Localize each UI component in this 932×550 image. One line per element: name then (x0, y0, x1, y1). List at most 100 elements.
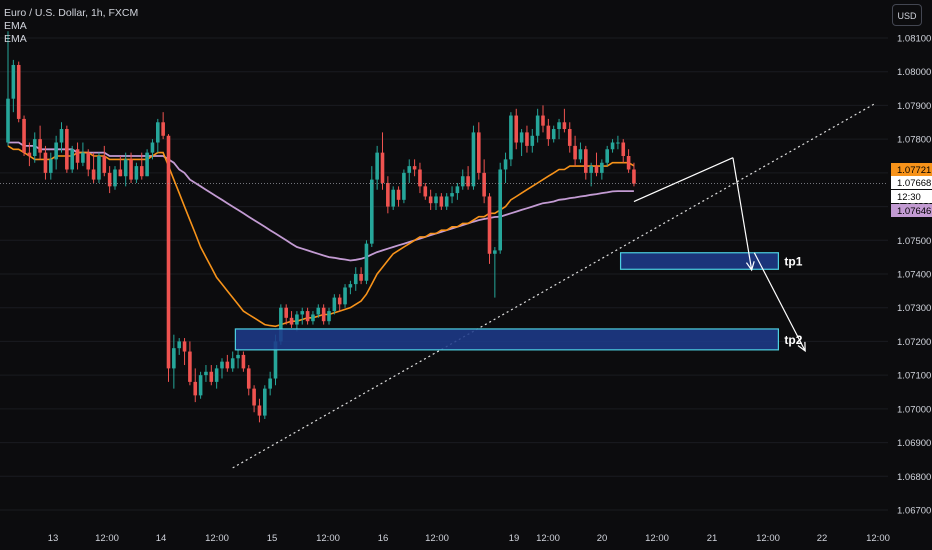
ema-legend-slow[interactable]: EMA (4, 33, 27, 45)
candle-up (214, 365, 219, 389)
candle-body (295, 314, 299, 325)
candle-body (289, 317, 294, 325)
price-label-text: 1.07668 (897, 178, 931, 189)
candle-body (332, 297, 337, 312)
candle-body (97, 156, 101, 180)
target-arrow[interactable] (732, 157, 755, 272)
candle-down (193, 368, 198, 403)
candle-up (54, 135, 58, 170)
candle-body (102, 156, 107, 173)
candle-body (525, 132, 529, 146)
price-tick-label: 1.07900 (897, 101, 931, 112)
candle-body (177, 341, 181, 349)
candle-up (316, 304, 321, 318)
candle-body (268, 378, 272, 389)
candle-body (16, 64, 21, 119)
candle-body (257, 405, 262, 416)
candle-body (370, 179, 374, 244)
candle-up (610, 139, 615, 153)
candle-body (605, 149, 609, 163)
candle-down (632, 162, 636, 187)
time-tick-label: 20 (597, 533, 608, 544)
candle-down (396, 186, 401, 207)
candle-up (172, 334, 176, 389)
candle-up (348, 280, 353, 295)
candle-body (236, 354, 240, 359)
candle-up (220, 358, 224, 379)
price-tick-label: 1.07000 (897, 404, 931, 415)
candle-body (38, 139, 42, 153)
time-axis[interactable]: 13 12:00 14 12:00 15 12:00 16 12:00 19 12:00 20 12:… (0, 526, 890, 550)
candle-body (172, 348, 176, 369)
candle-down (118, 156, 123, 177)
candle-body (123, 159, 128, 177)
candle-body (359, 274, 363, 281)
trendline[interactable] (232, 103, 875, 469)
candle-body (107, 172, 112, 187)
candle-body (578, 149, 583, 160)
candle-body (91, 169, 96, 180)
candle-body (150, 142, 155, 153)
candle-down (107, 166, 112, 194)
price-label-bg (891, 190, 932, 203)
price-label-bg (891, 204, 932, 217)
time-tick-label: 12:00 (205, 533, 229, 544)
candle-up (311, 311, 315, 325)
candle-body (70, 149, 74, 170)
currency-button[interactable]: USD (892, 4, 922, 26)
candle-body (562, 122, 567, 130)
candle-down (562, 108, 567, 133)
price-label-bg (891, 176, 932, 189)
candle-body (444, 196, 449, 207)
price-label-ema_fast[interactable]: 1.07721 (891, 163, 932, 176)
price-label-countdown[interactable]: 12:30 (891, 190, 932, 203)
price-tick-label: 1.07400 (897, 270, 931, 281)
candle-body (54, 142, 58, 160)
candle-up (11, 59, 16, 113)
candle-body (161, 122, 165, 136)
candle-body (530, 135, 535, 146)
zone-tp2[interactable] (234, 328, 780, 351)
candle-body (241, 354, 246, 369)
symbol-title[interactable]: Euro / U.S. Dollar, 1h, FXCM (4, 7, 139, 19)
candle-body (482, 172, 486, 197)
candle-body (59, 129, 64, 143)
candle-up (530, 129, 535, 153)
price-axis-bg (888, 0, 932, 550)
ema-legend-fast[interactable]: EMA (4, 20, 27, 32)
candle-body (193, 381, 198, 396)
candle-body (519, 132, 524, 143)
price-label-current[interactable]: 1.07668 (891, 176, 932, 189)
candle-body (145, 152, 149, 177)
candle-up (295, 311, 299, 332)
candle-body (246, 368, 251, 389)
price-axis[interactable]: 1.081001.080001.079001.078001.077001.076… (888, 0, 932, 550)
candle-body (22, 118, 26, 153)
price-label-ema_slow[interactable]: 1.07646 (891, 204, 932, 217)
arrow-connector[interactable] (633, 157, 734, 203)
zone-tp1[interactable] (619, 252, 780, 270)
candle-up (134, 162, 139, 183)
candle-body (230, 358, 235, 369)
candle-up (407, 159, 412, 183)
target-arrow[interactable] (753, 252, 806, 353)
candle-body (113, 169, 117, 187)
candle-body (423, 186, 428, 197)
candle-down (22, 115, 26, 156)
candle-down (584, 145, 588, 180)
candle-body (455, 186, 460, 194)
candle-body (156, 122, 160, 143)
candle-up (123, 152, 128, 187)
candle-down (359, 267, 363, 285)
candle-down (466, 166, 470, 190)
candle-up (150, 139, 155, 160)
arrow-head (745, 261, 755, 272)
candle-body (584, 149, 588, 173)
candle-up (145, 149, 149, 177)
price-label-text: 12:30 (897, 192, 921, 203)
candle-down (65, 125, 69, 173)
time-tick-label: 21 (707, 533, 718, 544)
grid (0, 37, 888, 511)
